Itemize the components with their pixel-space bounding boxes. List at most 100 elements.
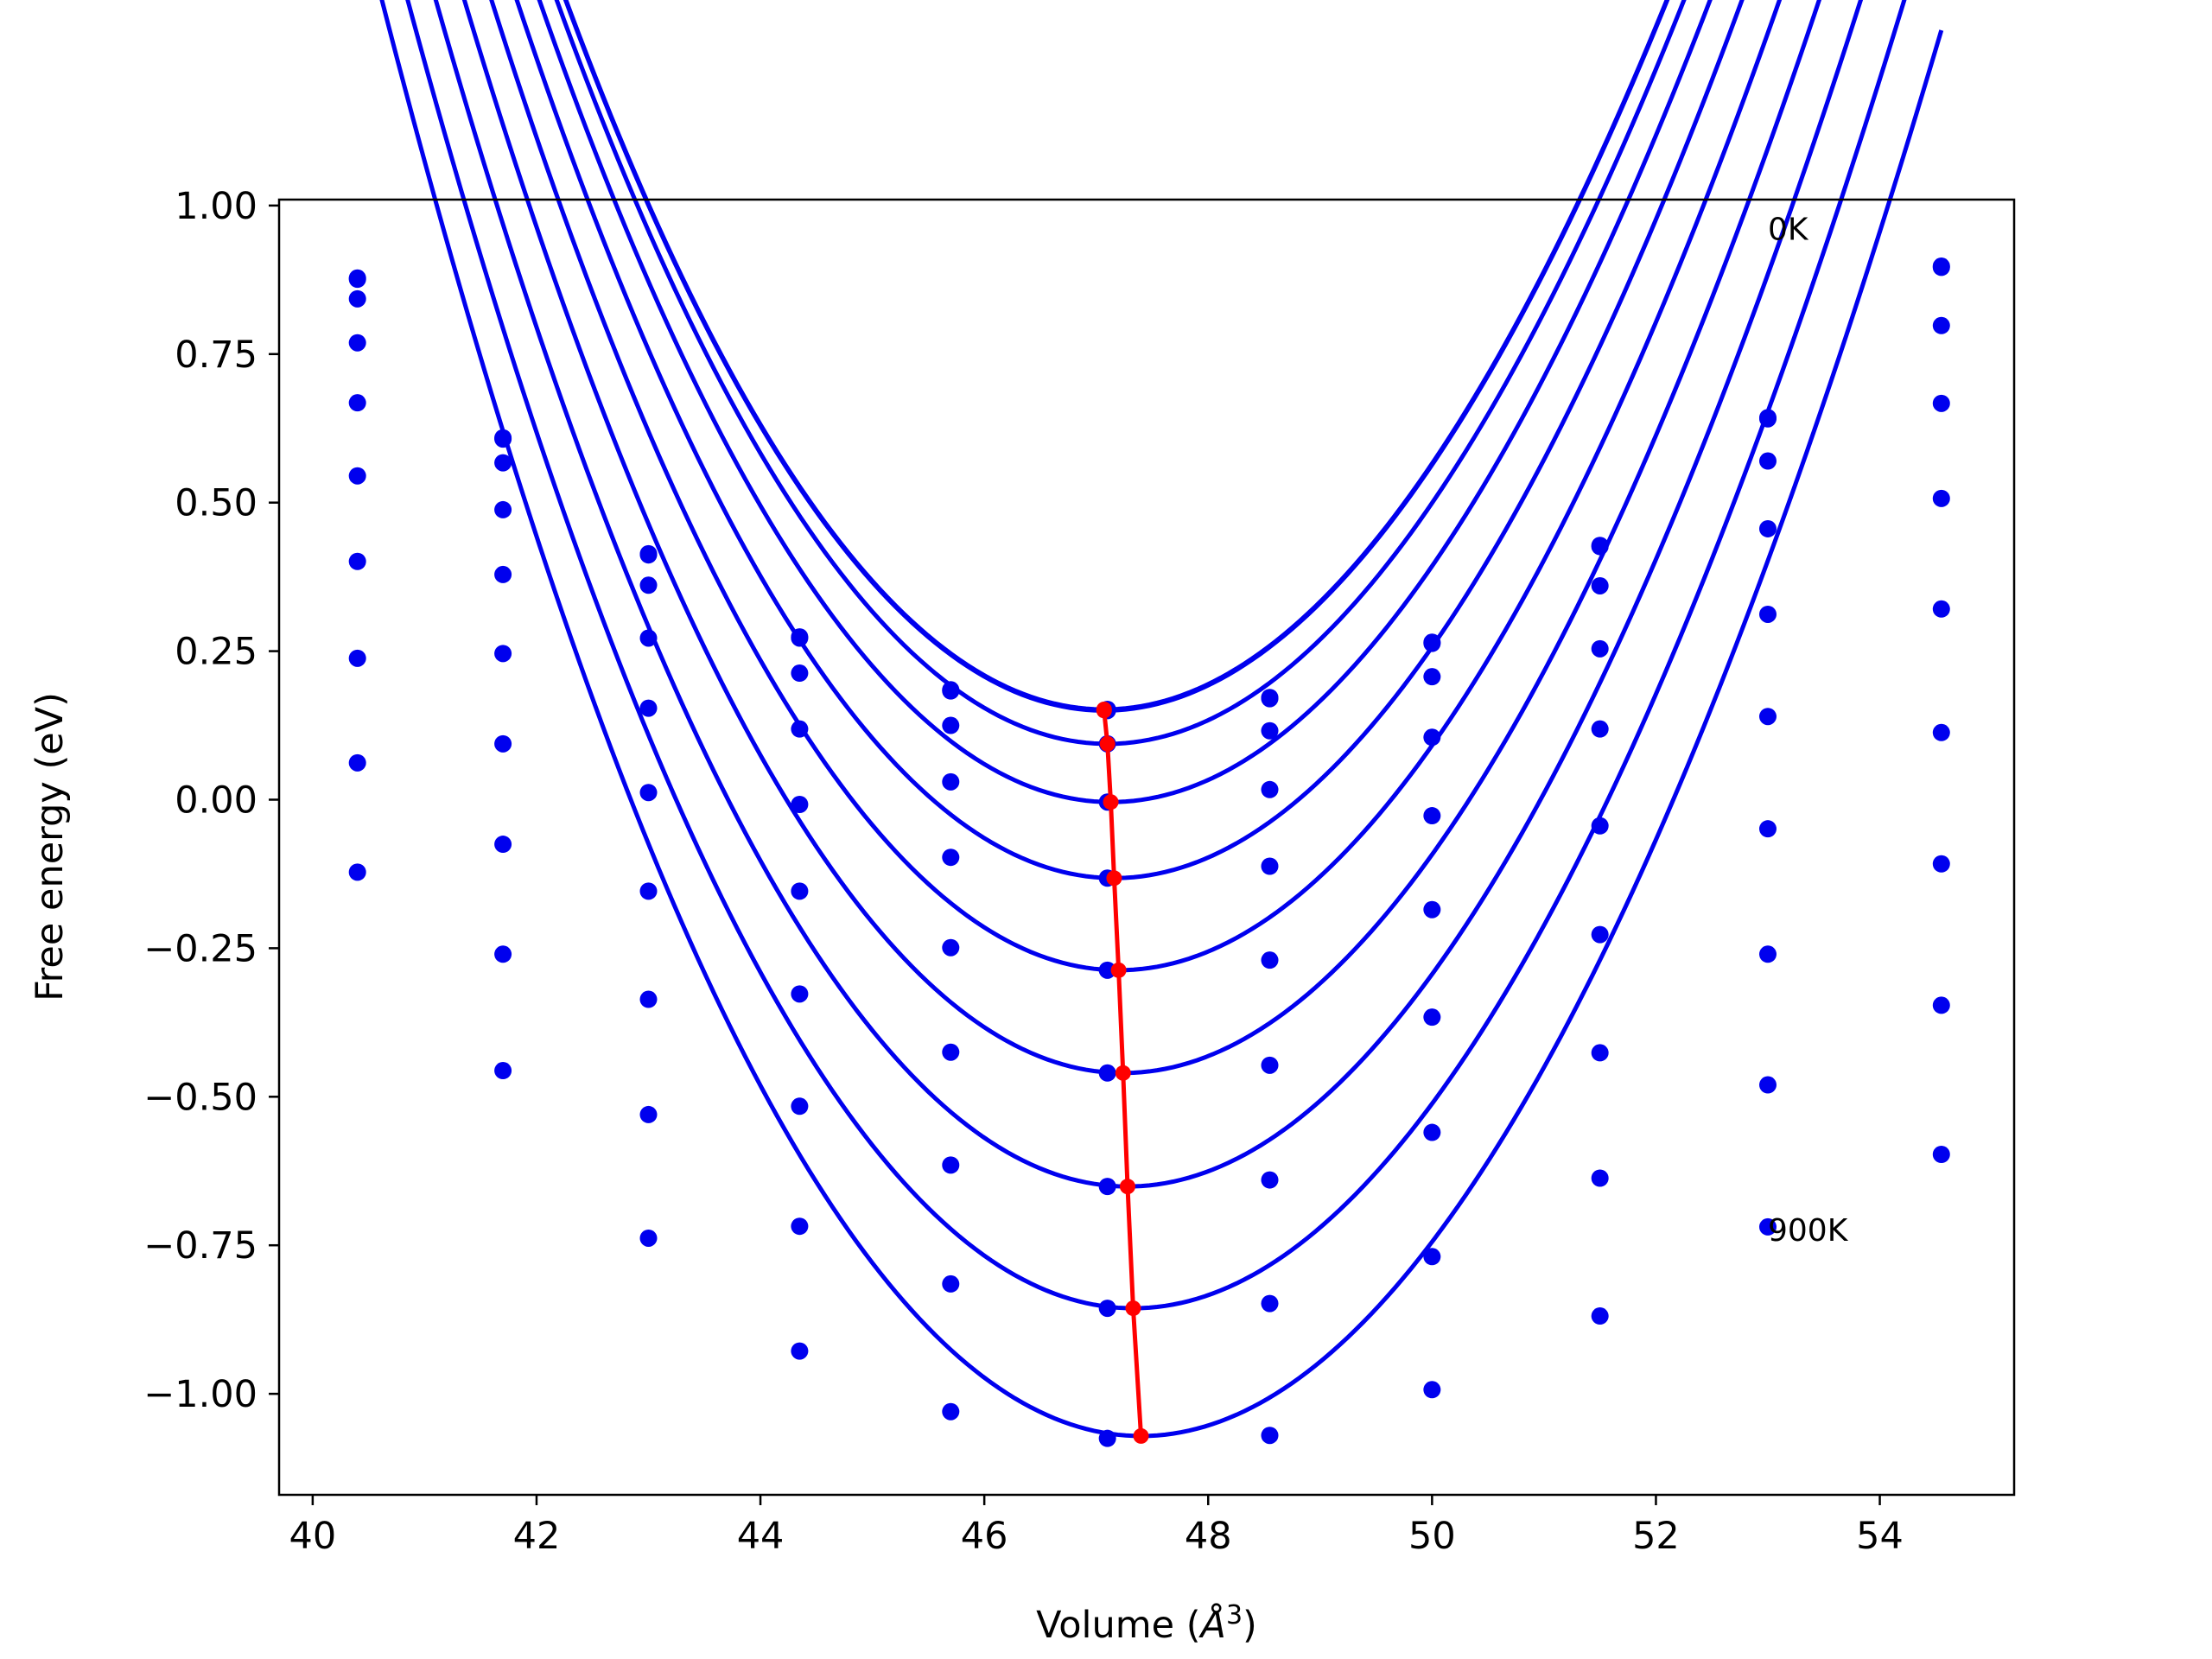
y-tick-label: −0.75	[143, 1224, 257, 1268]
data-point-600K	[494, 734, 512, 753]
fit-curve-600K	[461, 0, 1822, 1076]
data-point-500K	[1591, 817, 1609, 835]
data-point-200K	[494, 454, 512, 472]
data-point-300K	[494, 500, 512, 518]
data-point-400K	[1932, 489, 1950, 507]
fit-curve-700K	[433, 0, 1864, 1189]
fit-curve-200K	[554, 0, 1687, 747]
data-point-800K	[1758, 1076, 1777, 1094]
data-point-600K	[791, 985, 809, 1003]
data-point-200K	[1591, 576, 1609, 594]
data-point-800K	[1261, 1294, 1279, 1313]
data-point-300K	[942, 772, 960, 791]
data-point-900K	[942, 1402, 960, 1421]
data-point-200K	[1932, 316, 1950, 334]
data-point-900K	[1758, 1217, 1777, 1236]
data-point-600K	[1423, 1008, 1441, 1027]
plot-frame	[277, 198, 2016, 1497]
y-axis-ticks: 1.00 0.75 0.50 0.25 0.00 −0.25 −0.50 −0.75 −1.00	[143, 185, 279, 1416]
data-point-400K	[639, 699, 658, 717]
fit-curve-300K	[537, 0, 1713, 804]
annotation-900K: 900K	[1768, 1213, 1849, 1249]
fit-curve-100K	[563, 0, 1670, 713]
data-point-100K	[1423, 634, 1441, 652]
equilibrium-point	[1096, 702, 1112, 719]
data-point-300K	[1758, 519, 1777, 537]
plot-area	[279, 200, 2014, 1495]
data-point-300K	[348, 334, 366, 352]
data-point-200K	[1758, 452, 1777, 470]
data-point-700K	[1261, 1171, 1279, 1189]
data-point-500K	[1098, 961, 1116, 979]
equilibrium-point	[1099, 735, 1116, 752]
equilibrium-path	[1102, 709, 1144, 1437]
data-point-500K	[1261, 951, 1279, 969]
data-point-600K	[348, 552, 366, 570]
data-point-300K	[1932, 394, 1950, 412]
data-point-900K	[1591, 1307, 1609, 1325]
data-point-700K	[639, 990, 658, 1008]
data-point-100K	[1758, 410, 1777, 428]
y-tick-label: 0.00	[175, 779, 257, 822]
x-tick-label: 52	[1632, 1515, 1680, 1558]
data-point-100K	[1261, 690, 1279, 708]
data-point-400K	[942, 849, 960, 867]
fit-curve-400K	[514, 0, 1745, 880]
data-point-400K	[348, 394, 366, 412]
y-tick-label: −0.25	[143, 927, 257, 970]
data-point-800K	[1932, 996, 1950, 1014]
data-point-700K	[1591, 1044, 1609, 1062]
data-point-700K	[1932, 855, 1950, 873]
equilibrium-point	[1125, 1300, 1141, 1317]
data-point-900K	[494, 1062, 512, 1080]
x-axis-label: Volume (Å3)	[1036, 1600, 1257, 1647]
data-point-200K	[348, 289, 366, 308]
data-point-900K	[1932, 1145, 1950, 1163]
equilibrium-point	[1133, 1427, 1149, 1444]
data-point-600K	[1758, 820, 1777, 838]
data-point-700K	[1423, 1123, 1441, 1141]
y-tick-label: 0.50	[175, 482, 257, 525]
data-point-400K	[1423, 807, 1441, 825]
x-tick-label: 42	[513, 1515, 561, 1558]
data-point-400K	[1591, 720, 1609, 738]
y-axis-label: Free energy (eV)	[29, 692, 72, 1001]
data-point-600K	[1261, 1056, 1279, 1074]
data-point-600K	[942, 1043, 960, 1061]
data-point-100K	[494, 430, 512, 448]
x-axis-ticks: 40 42 44 46 48 50 52 54	[289, 1495, 1904, 1558]
equilibrium-point	[1106, 870, 1122, 887]
data-point-100K	[639, 546, 658, 564]
data-point-400K	[494, 565, 512, 583]
data-point-600K	[1932, 723, 1950, 741]
data-point-800K	[494, 945, 512, 963]
data-point-100K	[942, 682, 960, 700]
data-point-800K	[1423, 1248, 1441, 1266]
data-point-300K	[1591, 639, 1609, 658]
data-point-500K	[348, 467, 366, 485]
y-tick-label: −0.50	[143, 1076, 257, 1119]
data-point-100K	[1932, 258, 1950, 276]
data-point-200K	[639, 576, 658, 594]
fit-curve-900K	[379, 0, 1944, 1439]
data-point-400K	[791, 795, 809, 813]
data-point-600K	[1591, 925, 1609, 944]
fit-curve-800K	[405, 0, 1907, 1311]
data-point-600K	[1098, 1064, 1116, 1082]
data-point-900K	[639, 1229, 658, 1247]
data-points	[348, 257, 1950, 1447]
data-point-500K	[1932, 600, 1950, 618]
data-point-800K	[1591, 1169, 1609, 1187]
annotation-0K: 0K	[1768, 212, 1809, 247]
data-point-700K	[1098, 1178, 1116, 1196]
data-point-500K	[1423, 900, 1441, 918]
equilibrium-line	[1096, 701, 1149, 1444]
equilibrium-point	[1110, 962, 1127, 978]
fit-curve-500K	[489, 0, 1783, 973]
data-point-300K	[1423, 728, 1441, 747]
equilibrium-point	[1103, 794, 1119, 810]
data-point-200K	[942, 716, 960, 734]
data-point-500K	[791, 882, 809, 900]
data-point-100K	[1591, 537, 1609, 556]
